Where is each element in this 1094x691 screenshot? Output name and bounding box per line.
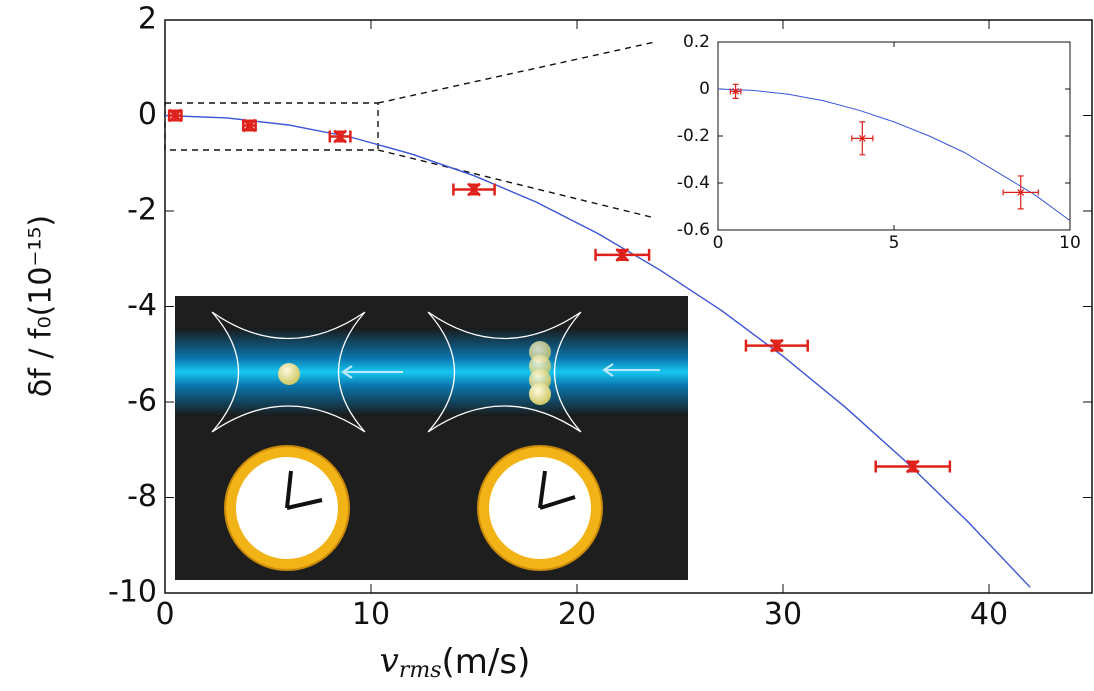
- x-axis-label: vrms(m/s): [380, 641, 531, 683]
- x-tick-label: 10: [352, 597, 390, 632]
- data-point: [242, 118, 257, 133]
- data-point: [1017, 188, 1025, 196]
- x-tick-label: 30: [764, 597, 802, 632]
- fit-curve: [164, 114, 1031, 588]
- y-tick-label: -8: [127, 479, 157, 514]
- data-point: [858, 134, 866, 142]
- y-tick-label: -2: [127, 193, 157, 228]
- data-point: [333, 129, 347, 144]
- data-point: [168, 108, 183, 123]
- x-tick-label: 0: [713, 233, 724, 253]
- y-tick-label: -4: [127, 288, 157, 323]
- y-tick-label: 0: [138, 97, 157, 132]
- y-tick-label: 0.2: [683, 32, 710, 52]
- x-tick-label: 5: [889, 233, 900, 253]
- data-point: [615, 248, 630, 262]
- y-tick-label: -10: [108, 575, 157, 610]
- y-axis-label: δf / f₀(10⁻¹⁵): [24, 215, 59, 397]
- data-point: [769, 338, 784, 353]
- zoom-indicator: [164, 41, 656, 219]
- y-tick-label: -0.4: [677, 173, 710, 193]
- illustration: [175, 296, 688, 580]
- x-tick-label: 20: [558, 597, 596, 632]
- x-tick-label: 10: [1059, 233, 1081, 253]
- x-tick-label: 0: [155, 597, 174, 632]
- y-tick-label: -6: [127, 384, 157, 419]
- y-tick-label: 2: [138, 2, 157, 37]
- y-tick-label: -0.2: [677, 126, 710, 146]
- y-tick-label: -0.6: [677, 220, 710, 240]
- data-point: [732, 87, 740, 95]
- x-tick-label: 40: [970, 597, 1008, 632]
- data-point: [905, 459, 920, 474]
- data-point: [467, 182, 481, 197]
- fit-curve: [717, 88, 1071, 222]
- y-tick-label: 0: [699, 79, 710, 99]
- inset-background: [718, 42, 1070, 230]
